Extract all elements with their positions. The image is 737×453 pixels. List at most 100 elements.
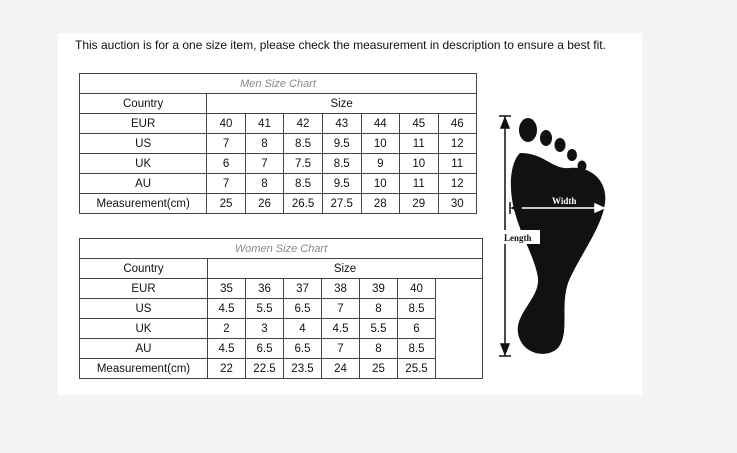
size-cell: 28 bbox=[360, 193, 401, 214]
size-cell: 5.5 bbox=[359, 318, 398, 339]
size-cell: 8.5 bbox=[397, 298, 436, 319]
size-cell: 9 bbox=[360, 153, 401, 174]
empty-cell bbox=[435, 338, 483, 359]
size-cell: 37 bbox=[283, 278, 322, 299]
size-cell: 42 bbox=[283, 113, 323, 134]
size-cell: 6.5 bbox=[283, 338, 322, 359]
size-cell: 8 bbox=[244, 173, 285, 194]
size-cell: 10 bbox=[360, 173, 401, 194]
size-cell: 25 bbox=[206, 193, 246, 214]
empty-cell bbox=[435, 278, 483, 299]
table-row: AU 4.5 6.5 6.5 7 8 8.5 bbox=[79, 338, 483, 359]
size-cell: 6 bbox=[206, 153, 246, 174]
size-cell: 6.5 bbox=[283, 298, 322, 319]
size-cell: 6 bbox=[397, 318, 436, 339]
size-cell: 9.5 bbox=[321, 133, 362, 154]
size-cell: 29 bbox=[399, 193, 439, 214]
size-cell: 10 bbox=[360, 133, 401, 154]
size-cell: 36 bbox=[245, 278, 284, 299]
row-label: AU bbox=[78, 173, 208, 194]
country-header: Country bbox=[79, 258, 208, 279]
size-cell: 26.5 bbox=[283, 193, 323, 214]
size-cell: 40 bbox=[206, 113, 246, 134]
size-cell: 4.5 bbox=[207, 298, 246, 319]
size-cell: 8.5 bbox=[283, 133, 323, 154]
size-cell: 23.5 bbox=[283, 358, 322, 379]
size-cell: 9.5 bbox=[321, 173, 362, 194]
size-cell: 27.5 bbox=[321, 193, 362, 214]
size-cell: 11 bbox=[437, 153, 477, 174]
table-row: EUR 40 41 42 43 44 45 46 bbox=[78, 113, 477, 134]
size-cell: 3 bbox=[245, 318, 284, 339]
size-cell: 8.5 bbox=[283, 173, 323, 194]
size-cell: 25 bbox=[359, 358, 398, 379]
size-cell: 8.5 bbox=[397, 338, 436, 359]
size-cell: 10 bbox=[399, 153, 439, 174]
size-cell: 25.5 bbox=[397, 358, 436, 379]
row-label: US bbox=[79, 298, 208, 319]
size-cell: 7 bbox=[321, 298, 360, 319]
row-label: Measurement(cm) bbox=[79, 358, 208, 379]
row-label: US bbox=[78, 133, 208, 154]
size-cell: 4.5 bbox=[321, 318, 360, 339]
size-header: Size bbox=[207, 258, 483, 279]
size-cell: 8 bbox=[359, 338, 398, 359]
row-label: Measurement(cm) bbox=[78, 193, 208, 214]
size-cell: 5.5 bbox=[245, 298, 284, 319]
empty-cell bbox=[435, 298, 483, 319]
fit-notice: This auction is for a one size item, ple… bbox=[75, 38, 606, 52]
table-row: Measurement(cm) 25 26 26.5 27.5 28 29 30 bbox=[78, 193, 477, 214]
size-cell: 11 bbox=[399, 133, 439, 154]
width-label: Width bbox=[552, 196, 576, 206]
size-cell: 4 bbox=[283, 318, 322, 339]
women-size-chart: Women Size Chart Country Size EUR 35 36 37 38… bbox=[79, 238, 483, 379]
size-cell: 6.5 bbox=[245, 338, 284, 359]
row-label: AU bbox=[79, 338, 208, 359]
table-row: Measurement(cm) 22 22.5 23.5 24 25 25.5 bbox=[79, 358, 483, 379]
row-label: EUR bbox=[79, 278, 208, 299]
length-label: Length bbox=[504, 233, 532, 243]
size-cell: 41 bbox=[244, 113, 285, 134]
chart-title: Women Size Chart bbox=[79, 238, 483, 259]
row-label: EUR bbox=[78, 113, 208, 134]
row-label: UK bbox=[78, 153, 208, 174]
size-cell: 2 bbox=[207, 318, 246, 339]
size-header: Size bbox=[206, 93, 477, 114]
size-cell: 11 bbox=[399, 173, 439, 194]
size-cell: 8 bbox=[359, 298, 398, 319]
table-row: US 7 8 8.5 9.5 10 11 12 bbox=[78, 133, 477, 154]
size-cell: 7 bbox=[244, 153, 285, 174]
table-row: AU 7 8 8.5 9.5 10 11 12 bbox=[78, 173, 477, 194]
size-cell: 22 bbox=[207, 358, 246, 379]
size-cell: 40 bbox=[397, 278, 436, 299]
empty-cell bbox=[435, 318, 483, 339]
size-cell: 4.5 bbox=[207, 338, 246, 359]
size-cell: 45 bbox=[399, 113, 439, 134]
empty-cell bbox=[435, 358, 483, 379]
size-cell: 39 bbox=[359, 278, 398, 299]
size-cell: 38 bbox=[321, 278, 360, 299]
row-label: UK bbox=[79, 318, 208, 339]
size-cell: 12 bbox=[437, 173, 477, 194]
size-cell: 7.5 bbox=[283, 153, 323, 174]
size-cell: 8 bbox=[244, 133, 285, 154]
size-cell: 24 bbox=[321, 358, 360, 379]
foot-measurement-diagram: Width Length bbox=[499, 115, 606, 357]
table-row: US 4.5 5.5 6.5 7 8 8.5 bbox=[79, 298, 483, 319]
size-cell: 26 bbox=[244, 193, 285, 214]
size-cell: 44 bbox=[360, 113, 401, 134]
size-cell: 30 bbox=[437, 193, 477, 214]
size-cell: 12 bbox=[437, 133, 477, 154]
size-cell: 7 bbox=[206, 173, 246, 194]
table-row: UK 2 3 4 4.5 5.5 6 bbox=[79, 318, 483, 339]
size-cell: 35 bbox=[207, 278, 246, 299]
size-cell: 46 bbox=[437, 113, 477, 134]
foot-icon bbox=[510, 118, 606, 354]
size-cell: 7 bbox=[206, 133, 246, 154]
size-cell: 7 bbox=[321, 338, 360, 359]
size-cell: 8.5 bbox=[321, 153, 362, 174]
country-header: Country bbox=[78, 93, 208, 114]
men-size-chart: Men Size Chart Country Size EUR 40 41 42 43 44… bbox=[78, 73, 477, 214]
table-row: UK 6 7 7.5 8.5 9 10 11 bbox=[78, 153, 477, 174]
chart-title: Men Size Chart bbox=[79, 73, 477, 94]
